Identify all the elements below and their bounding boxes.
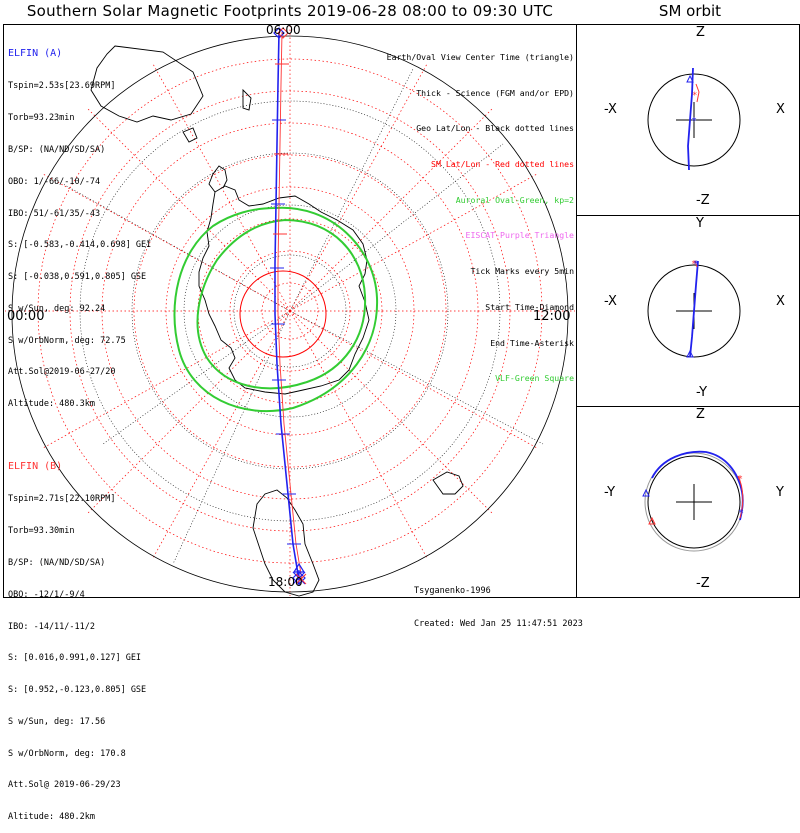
elfin-b-line: Torb=93.30min — [8, 526, 75, 537]
created-label: Created: Wed Jan 25 11:47:51 2023 — [414, 619, 583, 629]
elfin-a-line: OBO: 1/-66/-10/-74 — [8, 176, 101, 187]
page-title: Southern Solar Magnetic Footprints 2019-… — [26, 2, 554, 20]
orbit2-right-label: X — [776, 294, 785, 309]
legend-item: Start Time-Diamond — [485, 301, 574, 312]
model-label: Tsyganenko-1996 — [414, 586, 491, 596]
elfin-b-info: ELFIN (B) Tspin=2.71s[22.10RPM] Torb=93.… — [8, 440, 146, 833]
orbit3-bottom-label: -Z — [696, 576, 710, 591]
svg-text:*: * — [691, 259, 697, 270]
svg-text:*: * — [693, 259, 699, 270]
elfin-b-line: B/SP: (NA/ND/SD/SA) — [8, 557, 106, 568]
sm-grid — [5, 26, 575, 596]
elfin-b-line: IBO: -14/11/-11/2 — [8, 621, 95, 632]
svg-text:*: * — [738, 508, 744, 519]
orbit1-top-label: Z — [696, 25, 705, 40]
svg-text:*: * — [737, 474, 743, 485]
elfin-b-line: S: [0.952,-0.123,0.805] GSE — [8, 685, 147, 696]
elfin-a-info: ELFIN (A) Tspin=2.53s[23.69RPM] Torb=93.… — [8, 27, 151, 420]
tick-marks-b — [273, 63, 289, 235]
orbit1-left-label: -X — [604, 102, 617, 117]
map-left-label: 00:00 — [7, 309, 45, 324]
orbit2-top-label: Y — [696, 216, 704, 231]
legend-item: Thick - Science (FGM and/or EPD) — [416, 87, 574, 98]
end-asterisk-a — [292, 570, 306, 586]
orbit1-bottom-label: -Z — [696, 193, 710, 208]
elfin-a-line: IBO: 51/-61/35/-43 — [8, 208, 101, 219]
legend-item: Earth/Oval View Center Time (triangle) — [386, 51, 574, 62]
elfin-a-line: Torb=93.23min — [8, 113, 75, 124]
orbit2-left-label: -X — [604, 294, 617, 309]
horizon-circle — [11, 35, 569, 593]
elfin-b-line: S w/Sun, deg: 17.56 — [8, 716, 106, 727]
orbit3-left-label: -Y — [604, 485, 616, 500]
track-elfin-a — [274, 31, 300, 581]
elfin-b-line: S: [0.016,0.991,0.127] GEI — [8, 653, 142, 664]
orbit-panel-xy: * * — [647, 259, 741, 358]
elfin-a-line: S: [-0.583,-0.414,0.698] GEI — [8, 240, 152, 251]
elfin-a-line: Altitude: 480.3km — [8, 399, 95, 410]
legend-item: VLF-Green Square — [495, 373, 574, 384]
tick-marks — [270, 119, 301, 545]
elfin-a-line: B/SP: (NA/ND/SD/SA) — [8, 144, 106, 155]
elfin-a-name: ELFIN (A) — [8, 48, 63, 60]
elfin-a-line: Att.Sol@2019-06-27/20 — [8, 367, 116, 378]
orbit3-top-label: Z — [696, 407, 705, 422]
credit: Tsyganenko-1996 Created: Wed Jan 25 11:4… — [414, 564, 583, 641]
legend-item: Tick Marks every 5min — [470, 266, 574, 277]
elfin-b-line: OBO: -12/1/-9/4 — [8, 589, 85, 600]
sm-center-circle — [239, 270, 327, 358]
orbit3-right-label: Y — [776, 485, 784, 500]
svg-text:*: * — [692, 91, 697, 101]
svg-text:*: * — [691, 116, 697, 127]
orbit-panel-yz: * * — [642, 450, 744, 552]
map-bottom-label: 18:00 — [268, 575, 303, 589]
elfin-b-line: Altitude: 480.2km — [8, 812, 95, 823]
elfin-a-line: S w/Sun, deg: 92.24 — [8, 303, 106, 314]
legend-item: EISCAT-Purple Triangle — [465, 230, 574, 241]
track-elfin-b — [277, 31, 303, 581]
elfin-b-line: Tspin=2.71s[22.10RPM] — [8, 494, 116, 505]
elfin-a-line: Tspin=2.53s[23.69RPM] — [8, 81, 116, 92]
orbit-panel-title: SM orbit — [658, 2, 722, 20]
auroral-oval — [173, 206, 379, 413]
orbit-panel-xz: * * — [647, 67, 741, 171]
legend-item: Geo Lat/Lon - Black dotted lines — [416, 123, 574, 134]
legend: Earth/Oval View Center Time (triangle) T… — [387, 28, 574, 397]
elfin-b-line: S w/OrbNorm, deg: 170.8 — [8, 748, 126, 759]
legend-item: SM Lat/Lon - Red dotted lines — [431, 158, 574, 169]
coastlines — [90, 45, 464, 597]
orbit2-bottom-label: -Y — [696, 385, 708, 400]
map-top-label: 06:00 — [266, 23, 301, 37]
start-diamond-b — [277, 27, 289, 39]
elfin-b-line: Att.Sol@ 2019-06-29/23 — [8, 780, 121, 791]
footprint-map — [5, 26, 575, 597]
elfin-b-name: ELFIN (B) — [8, 461, 63, 473]
elfin-a-line: S: [-0.038,0.591,0.805] GSE — [8, 272, 147, 283]
end-asterisk-b — [295, 573, 307, 585]
map-right-label: 12:00 — [533, 309, 571, 324]
start-diamond-a — [273, 27, 285, 39]
legend-item: End Time-Asterisk — [490, 337, 574, 348]
orbit1-right-label: X — [776, 102, 785, 117]
legend-item: Auroral Oval-Green, kp=2 — [455, 194, 574, 205]
elfin-a-line: S w/OrbNorm, deg: 72.75 — [8, 335, 126, 346]
